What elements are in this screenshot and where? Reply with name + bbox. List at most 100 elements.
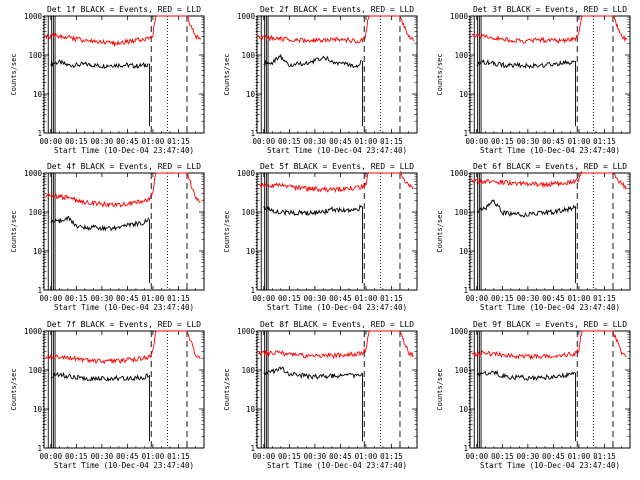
y-tick-label: 100	[28, 366, 42, 375]
lld-series-line	[45, 15, 201, 48]
x-tick-label: 00:00	[466, 294, 489, 303]
x-tick-label: 01:00	[142, 452, 165, 461]
events-series-line	[476, 58, 575, 70]
lld-series-line	[471, 170, 627, 190]
x-tick-label: 00:15	[278, 294, 301, 303]
y-tick-label: 1000	[24, 169, 43, 178]
x-tick-label: 00:45	[329, 452, 352, 461]
x-tick-label: 01:00	[142, 294, 165, 303]
x-tick-label: 00:30	[91, 452, 114, 461]
panel-title: Det 6f BLACK = Events, RED = LLD	[473, 162, 627, 171]
x-tick-label: 00:15	[65, 452, 88, 461]
events-series-line	[263, 203, 363, 217]
x-tick-label: 01:15	[593, 452, 616, 461]
events-series-line	[476, 199, 576, 218]
y-axis-label: Counts/sec	[436, 53, 444, 95]
x-tick-label: 01:15	[167, 137, 190, 146]
y-tick-label: 10	[33, 247, 43, 256]
x-tick-label: 00:30	[517, 294, 540, 303]
x-tick-label: 01:00	[355, 452, 378, 461]
lld-series-line	[45, 330, 201, 365]
y-tick-label: 1000	[24, 327, 43, 336]
y-axis-label: Counts/sec	[223, 368, 231, 410]
x-tick-label: 00:00	[466, 137, 489, 146]
x-tick-label: 01:00	[355, 137, 378, 146]
x-axis-label: Start Time (10-Dec-04 23:47:40)	[267, 146, 407, 155]
x-axis-label: Start Time (10-Dec-04 23:47:40)	[480, 461, 620, 470]
events-series-line	[476, 369, 575, 381]
x-axis-label: Start Time (10-Dec-04 23:47:40)	[480, 303, 620, 312]
x-tick-label: 00:30	[517, 137, 540, 146]
y-tick-label: 1000	[237, 327, 256, 336]
y-tick-label: 10	[246, 90, 256, 99]
y-tick-label: 10	[459, 90, 469, 99]
x-tick-label: 00:15	[491, 452, 514, 461]
panel-title: Det 2f BLACK = Events, RED = LLD	[260, 5, 414, 14]
x-tick-label: 00:00	[253, 137, 276, 146]
x-tick-label: 00:00	[253, 452, 276, 461]
y-tick-label: 100	[454, 51, 468, 60]
x-tick-label: 00:30	[304, 137, 327, 146]
x-tick-label: 01:00	[355, 294, 378, 303]
y-tick-label: 1	[463, 444, 468, 453]
panel-title: Det 5f BLACK = Events, RED = LLD	[260, 162, 414, 171]
y-tick-label: 1000	[237, 12, 256, 21]
x-tick-label: 00:15	[491, 294, 514, 303]
x-tick-label: 00:45	[116, 294, 139, 303]
lld-series-line	[258, 330, 414, 360]
y-tick-label: 100	[241, 366, 255, 375]
y-tick-label: 1	[250, 444, 255, 453]
x-tick-label: 00:45	[542, 294, 565, 303]
events-series-line	[50, 215, 150, 232]
x-tick-label: 00:15	[278, 137, 301, 146]
detector-panel: Det 7f BLACK = Events, RED = LLD Counts/s…	[10, 320, 205, 470]
plot-frame	[469, 330, 631, 449]
y-tick-label: 1000	[237, 169, 256, 178]
lld-series-line	[471, 15, 627, 44]
events-series-line	[263, 53, 362, 69]
lld-series-line	[258, 170, 414, 194]
x-tick-label: 00:00	[40, 452, 63, 461]
y-axis-label: Counts/sec	[223, 53, 231, 95]
x-tick-label: 01:15	[380, 452, 403, 461]
lld-series-line	[258, 15, 415, 44]
y-axis-label: Counts/sec	[10, 368, 18, 410]
y-tick-label: 10	[246, 405, 256, 414]
x-tick-label: 00:15	[491, 137, 514, 146]
detector-panel: Det 6f BLACK = Events, RED = LLD Counts/s…	[436, 162, 631, 312]
x-tick-label: 00:30	[91, 294, 114, 303]
y-tick-label: 1000	[450, 327, 469, 336]
y-axis-label: Counts/sec	[436, 210, 444, 252]
plot-frame	[43, 330, 205, 449]
x-tick-label: 00:15	[65, 137, 88, 146]
events-series-line	[50, 59, 149, 69]
x-tick-label: 00:15	[65, 294, 88, 303]
panel-title: Det 9f BLACK = Events, RED = LLD	[473, 320, 627, 329]
y-tick-label: 1	[37, 129, 42, 138]
detector-panel: Det 8f BLACK = Events, RED = LLD Counts/s…	[223, 320, 418, 470]
panel-title: Det 3f BLACK = Events, RED = LLD	[473, 5, 627, 14]
y-tick-label: 100	[241, 51, 255, 60]
x-tick-label: 00:30	[304, 452, 327, 461]
y-tick-label: 10	[246, 247, 256, 256]
detector-panel: Det 4f BLACK = Events, RED = LLD Counts/s…	[10, 162, 205, 312]
x-tick-label: 01:00	[568, 137, 591, 146]
detector-panel: Det 2f BLACK = Events, RED = LLD Counts/s…	[223, 5, 418, 155]
y-tick-label: 1	[463, 286, 468, 295]
panel-title: Det 8f BLACK = Events, RED = LLD	[260, 320, 414, 329]
panel-title: Det 1f BLACK = Events, RED = LLD	[47, 5, 201, 14]
x-tick-label: 00:45	[329, 294, 352, 303]
plot-frame	[469, 15, 631, 134]
y-tick-label: 100	[28, 51, 42, 60]
y-axis-label: Counts/sec	[436, 368, 444, 410]
x-tick-label: 00:00	[466, 452, 489, 461]
detector-panel: Det 1f BLACK = Events, RED = LLD Counts/s…	[10, 5, 205, 155]
x-tick-label: 00:45	[329, 137, 352, 146]
y-tick-label: 1000	[24, 12, 43, 21]
y-tick-label: 10	[459, 405, 469, 414]
x-tick-label: 00:30	[304, 294, 327, 303]
x-axis-label: Start Time (10-Dec-04 23:47:40)	[54, 303, 194, 312]
x-tick-label: 01:15	[167, 294, 190, 303]
x-axis-label: Start Time (10-Dec-04 23:47:40)	[480, 146, 620, 155]
